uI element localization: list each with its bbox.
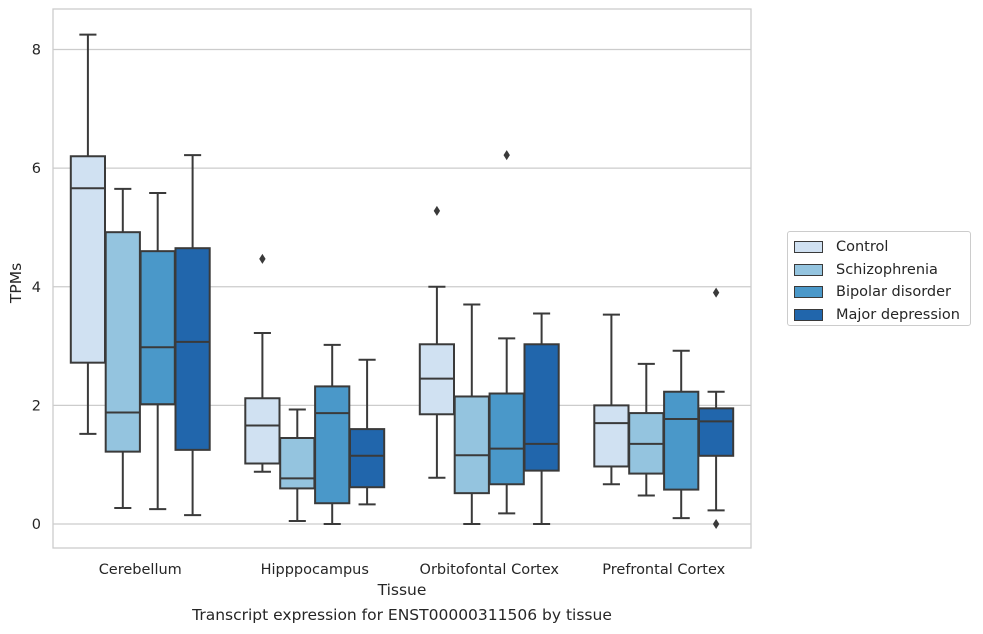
legend-label-schizophrenia: Schizophrenia bbox=[836, 261, 938, 278]
x-axis-label: Tissue bbox=[377, 581, 427, 599]
legend-swatch-major-depression bbox=[794, 308, 823, 321]
box bbox=[174, 247, 211, 451]
outlier-point bbox=[259, 253, 266, 264]
legend-label-control: Control bbox=[836, 239, 889, 256]
box bbox=[697, 407, 735, 457]
series-major-depression bbox=[174, 154, 735, 529]
x-tick-label: Hipppocampus bbox=[261, 562, 369, 578]
box bbox=[488, 392, 525, 486]
x-tick-label: Orbitofontal Cortex bbox=[420, 562, 560, 578]
legend-swatch-control bbox=[794, 241, 823, 254]
legend-swatch-bipolar-disorder bbox=[794, 286, 823, 299]
box bbox=[104, 231, 141, 453]
legend-item-major-depression: Major depression bbox=[794, 304, 970, 327]
x-tick-label: Prefrontal Cortex bbox=[602, 562, 725, 578]
legend-label-major-depression: Major depression bbox=[836, 306, 960, 323]
box bbox=[593, 404, 630, 468]
legend-item-control: Control bbox=[794, 236, 970, 259]
legend-swatch-schizophrenia bbox=[794, 263, 823, 276]
legend-item-bipolar-disorder: Bipolar disorder bbox=[794, 281, 970, 304]
figure-caption: Transcript expression for ENST0000031150… bbox=[192, 606, 612, 624]
y-tick-label: 0 bbox=[32, 517, 41, 533]
box bbox=[139, 250, 176, 406]
box bbox=[663, 390, 700, 491]
box bbox=[279, 436, 316, 490]
legend-item-schizophrenia: Schizophrenia bbox=[794, 259, 970, 282]
series-bipolar-disorder bbox=[139, 150, 700, 525]
y-axis-label: TPMs bbox=[7, 263, 25, 304]
outlier-point bbox=[503, 150, 510, 161]
box bbox=[453, 395, 490, 495]
legend: Control Schizophrenia Bipolar disorder M… bbox=[787, 231, 971, 326]
box bbox=[69, 155, 107, 364]
x-tick-label: Cerebellum bbox=[99, 562, 182, 578]
box bbox=[244, 397, 281, 465]
outlier-point bbox=[433, 205, 441, 216]
plot-frame bbox=[52, 8, 752, 549]
box-plot-series bbox=[69, 33, 735, 529]
series-schizophrenia bbox=[104, 187, 665, 525]
box bbox=[348, 428, 386, 489]
y-tick-label: 6 bbox=[32, 161, 41, 177]
box bbox=[523, 343, 560, 472]
axes: 0 2 4 6 8 Cerebellum Hipppocampus Orbitofontal … bbox=[32, 43, 726, 579]
legend-label-bipolar-disorder: Bipolar disorder bbox=[836, 284, 951, 301]
outlier-point bbox=[712, 519, 720, 529]
box bbox=[314, 385, 351, 505]
y-tick-label: 8 bbox=[32, 43, 41, 59]
y-tick-label: 2 bbox=[32, 398, 41, 414]
y-tick-label: 4 bbox=[32, 280, 41, 296]
outlier-point bbox=[712, 287, 720, 298]
